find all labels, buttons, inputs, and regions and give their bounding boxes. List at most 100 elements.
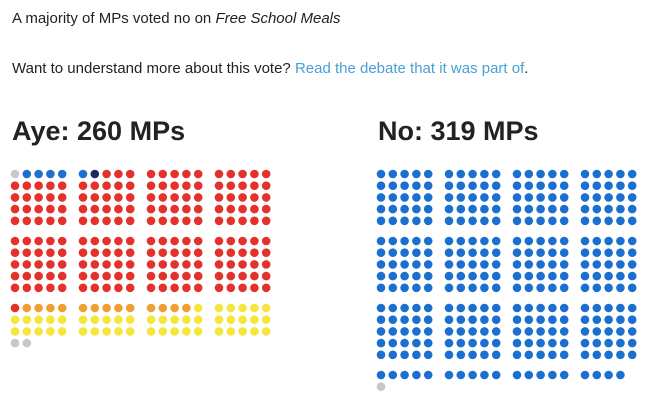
intro: A majority of MPs voted no on Free Schoo… <box>12 10 341 27</box>
mp-dot <box>226 327 236 336</box>
mp-dot <box>524 283 534 293</box>
mp-dot <box>548 169 557 179</box>
debate-link[interactable]: Read the debate that it was part of <box>294 60 525 77</box>
mp-dot <box>580 260 590 269</box>
mp-dot <box>193 303 203 313</box>
mp-dot <box>214 303 224 313</box>
mp-dot <box>226 236 236 246</box>
mp-dot <box>226 271 236 281</box>
mp-dot <box>125 204 135 214</box>
mp-dot <box>182 283 191 293</box>
mp-dot <box>388 260 398 269</box>
mp-dot <box>170 204 179 214</box>
mp-dot <box>559 236 569 246</box>
mp-dot <box>616 350 625 360</box>
mp-dot <box>78 315 88 325</box>
mp-dot <box>512 169 522 179</box>
mp-dot <box>388 303 398 313</box>
mp-dot <box>512 204 522 214</box>
mp-dot <box>592 216 602 226</box>
mp-dot <box>57 315 67 325</box>
mp-dot <box>22 327 32 336</box>
mp-dot <box>46 303 55 313</box>
mp-dot <box>627 283 637 293</box>
mp-dot <box>548 315 557 325</box>
mp-dot <box>78 260 88 269</box>
mp-dot <box>468 338 477 348</box>
mp-dot <box>22 236 32 246</box>
mp-dot <box>423 350 433 360</box>
mp-dot <box>480 271 489 281</box>
mp-dot <box>480 327 489 336</box>
mp-dot <box>114 327 123 336</box>
intro-text: A majority of MPs voted no on <box>12 10 216 27</box>
mp-dot <box>388 327 398 336</box>
mp-dot <box>114 283 123 293</box>
mp-dot <box>34 216 43 226</box>
mp-dot <box>10 303 20 313</box>
mp-dot <box>158 216 168 226</box>
mp-dot <box>491 370 501 380</box>
mp-dot <box>158 204 168 214</box>
mp-dot <box>388 283 398 293</box>
mp-dot <box>193 169 203 179</box>
mp-dot <box>146 193 156 202</box>
mp-dot <box>627 181 637 190</box>
mp-dot <box>10 271 20 281</box>
mp-dot <box>616 204 625 214</box>
mp-dot <box>592 327 602 336</box>
mp-dot <box>627 338 637 348</box>
mp-dot <box>182 236 191 246</box>
mp-dot <box>90 303 100 313</box>
mp-dot <box>456 181 466 190</box>
mp-dot <box>10 260 20 269</box>
mp-dot <box>57 327 67 336</box>
mp-dot <box>102 248 111 257</box>
mp-dot <box>524 236 534 246</box>
mp-dot <box>627 169 637 179</box>
mp-dot <box>261 260 271 269</box>
mp-dot <box>226 169 236 179</box>
mp-dot <box>444 181 454 190</box>
mp-dot <box>114 303 123 313</box>
mp-dot <box>456 327 466 336</box>
mp-dot <box>226 181 236 190</box>
mp-dot <box>592 271 602 281</box>
mp-dot <box>412 216 421 226</box>
mp-dot <box>512 236 522 246</box>
mp-dot <box>10 248 20 257</box>
mp-dot <box>512 338 522 348</box>
mp-dot <box>400 204 409 214</box>
mp-dot <box>57 236 67 246</box>
mp-dot <box>376 283 386 293</box>
mp-dot <box>616 370 625 380</box>
mp-dot <box>146 327 156 336</box>
mp-dot <box>34 283 43 293</box>
mp-dot <box>78 216 88 226</box>
mp-dot <box>214 315 224 325</box>
mp-dot <box>90 169 100 179</box>
mp-dot <box>182 271 191 281</box>
mp-dot <box>580 169 590 179</box>
mp-dot <box>90 327 100 336</box>
mp-dot <box>592 260 602 269</box>
mp-dot <box>548 303 557 313</box>
mp-dot <box>468 350 477 360</box>
mp-dot <box>146 181 156 190</box>
mp-dot <box>226 204 236 214</box>
mp-dot <box>524 216 534 226</box>
mp-dot <box>261 248 271 257</box>
mp-dot <box>114 236 123 246</box>
mp-dot <box>400 271 409 281</box>
mp-dot <box>182 315 191 325</box>
mp-dot <box>592 169 602 179</box>
mp-dot <box>226 216 236 226</box>
mp-dot <box>114 248 123 257</box>
mp-dot <box>604 338 613 348</box>
mp-dot <box>170 315 179 325</box>
mp-dot <box>468 236 477 246</box>
mp-dot <box>125 181 135 190</box>
mp-dot <box>491 193 501 202</box>
mp-dot <box>261 236 271 246</box>
mp-dot <box>261 327 271 336</box>
